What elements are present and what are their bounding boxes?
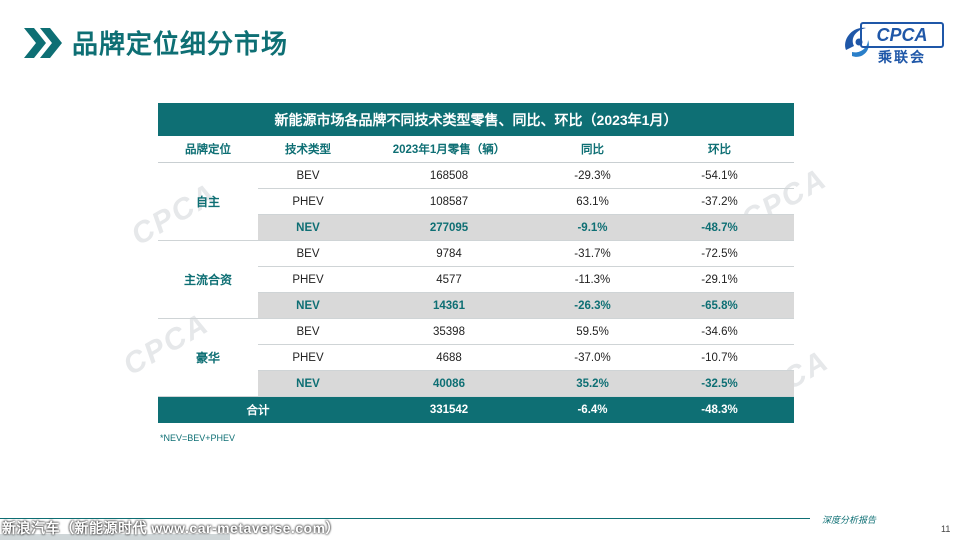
total-yoy: -6.4%	[540, 396, 645, 423]
table-row: PHEV 4577 -11.3% -29.1%	[158, 266, 794, 293]
yoy-cell: -31.7%	[540, 240, 645, 267]
yoy-cell: -9.1%	[540, 214, 645, 241]
retail-cell: 277095	[358, 214, 540, 241]
total-mom: -48.3%	[645, 396, 794, 423]
mom-cell: -37.2%	[645, 188, 794, 215]
type-cell: BEV	[258, 162, 358, 189]
yoy-cell: -29.3%	[540, 162, 645, 189]
mom-cell: -54.1%	[645, 162, 794, 189]
source-bar	[0, 534, 230, 540]
type-cell: NEV	[258, 292, 358, 319]
table-row: 自主 BEV 168508 -29.3% -54.1%	[158, 162, 794, 241]
mom-cell: -32.5%	[645, 370, 794, 397]
yoy-cell: 35.2%	[540, 370, 645, 397]
type-cell: PHEV	[258, 188, 358, 215]
column-header: 环比	[645, 136, 794, 163]
column-header: 同比	[540, 136, 645, 163]
retail-cell: 168508	[358, 162, 540, 189]
retail-cell: 9784	[358, 240, 540, 267]
retail-cell: 4688	[358, 344, 540, 371]
mom-cell: -65.8%	[645, 292, 794, 319]
total-row: 合计 331542 -6.4% -48.3%	[158, 396, 794, 423]
footer-divider	[0, 518, 810, 519]
total-label: 合计	[158, 396, 358, 423]
total-retail: 331542	[358, 396, 540, 423]
table-header-row: 品牌定位 技术类型 2023年1月零售（辆） 同比 环比	[158, 136, 794, 163]
table-row: PHEV 108587 63.1% -37.2%	[158, 188, 794, 215]
report-label: 深度分析报告	[822, 515, 877, 525]
yoy-cell: -37.0%	[540, 344, 645, 371]
type-cell: NEV	[258, 370, 358, 397]
yoy-cell: -11.3%	[540, 266, 645, 293]
table-row: 主流合资 BEV 9784 -31.7% -72.5%	[158, 240, 794, 319]
page-number: 11	[941, 524, 951, 534]
yoy-cell: 59.5%	[540, 318, 645, 345]
page-title: 品牌定位细分市场	[72, 29, 289, 59]
mom-cell: -10.7%	[645, 344, 794, 371]
retail-table: 新能源市场各品牌不同技术类型零售、同比、环比（2023年1月） 品牌定位 技术类…	[158, 103, 794, 423]
table-row-nev: NEV 40086 35.2% -32.5%	[158, 370, 794, 397]
retail-cell: 14361	[358, 292, 540, 319]
double-chevron-icon	[24, 27, 62, 58]
table-row: 豪华 BEV 35398 59.5% -34.6%	[158, 318, 794, 397]
retail-cell: 35398	[358, 318, 540, 345]
column-header: 品牌定位	[158, 136, 258, 163]
brand-cell: 豪华	[158, 318, 258, 397]
source-watermark: 新浪汽车（新能源时代 www.car-metaverse.com）	[2, 520, 341, 536]
type-cell: BEV	[258, 318, 358, 345]
page-header: 品牌定位细分市场	[22, 24, 288, 61]
table-title: 新能源市场各品牌不同技术类型零售、同比、环比（2023年1月）	[158, 103, 794, 136]
table-row-nev: NEV 277095 -9.1% -48.7%	[158, 214, 794, 241]
column-header: 2023年1月零售（辆）	[358, 136, 540, 163]
logo-cn-text: 乘联会	[878, 49, 926, 65]
cpca-logo: CPCA 乘联会	[838, 20, 944, 66]
brand-cell: 主流合资	[158, 240, 258, 319]
type-cell: PHEV	[258, 344, 358, 371]
type-cell: BEV	[258, 240, 358, 267]
yoy-cell: 63.1%	[540, 188, 645, 215]
brand-cell: 自主	[158, 162, 258, 241]
retail-cell: 108587	[358, 188, 540, 215]
type-cell: NEV	[258, 214, 358, 241]
retail-cell: 4577	[358, 266, 540, 293]
mom-cell: -34.6%	[645, 318, 794, 345]
mom-cell: -72.5%	[645, 240, 794, 267]
mom-cell: -29.1%	[645, 266, 794, 293]
table-row: PHEV 4688 -37.0% -10.7%	[158, 344, 794, 371]
mom-cell: -48.7%	[645, 214, 794, 241]
retail-cell: 40086	[358, 370, 540, 397]
yoy-cell: -26.3%	[540, 292, 645, 319]
type-cell: PHEV	[258, 266, 358, 293]
logo-text: CPCA	[860, 22, 944, 48]
column-header: 技术类型	[258, 136, 358, 163]
table-row-nev: NEV 14361 -26.3% -65.8%	[158, 292, 794, 319]
footnote: *NEV=BEV+PHEV	[160, 433, 236, 443]
